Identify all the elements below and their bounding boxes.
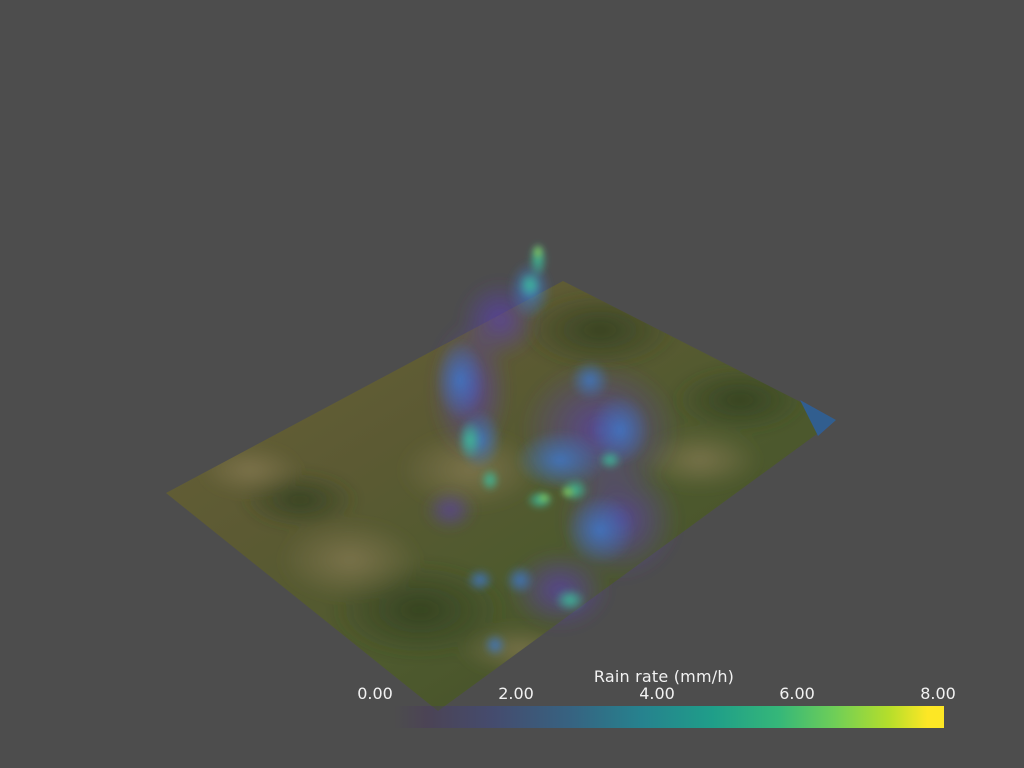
colorbar-tick-2: 4.00 [639, 684, 675, 703]
colorbar-title: Rain rate (mm/h) [593, 667, 735, 686]
colorbar-tick-4: 8.00 [920, 684, 956, 703]
colorbar-tick-0: 0.00 [357, 684, 393, 703]
colorbar-gradient [394, 706, 944, 728]
water-area [800, 400, 836, 436]
colorbar-tick-3: 6.00 [779, 684, 815, 703]
rain-volume [425, 242, 680, 657]
colorbar-legend: Rain rate (mm/h) 0.00 2.00 4.00 6.00 8.0… [354, 664, 958, 734]
colorbar-tick-1: 2.00 [498, 684, 534, 703]
